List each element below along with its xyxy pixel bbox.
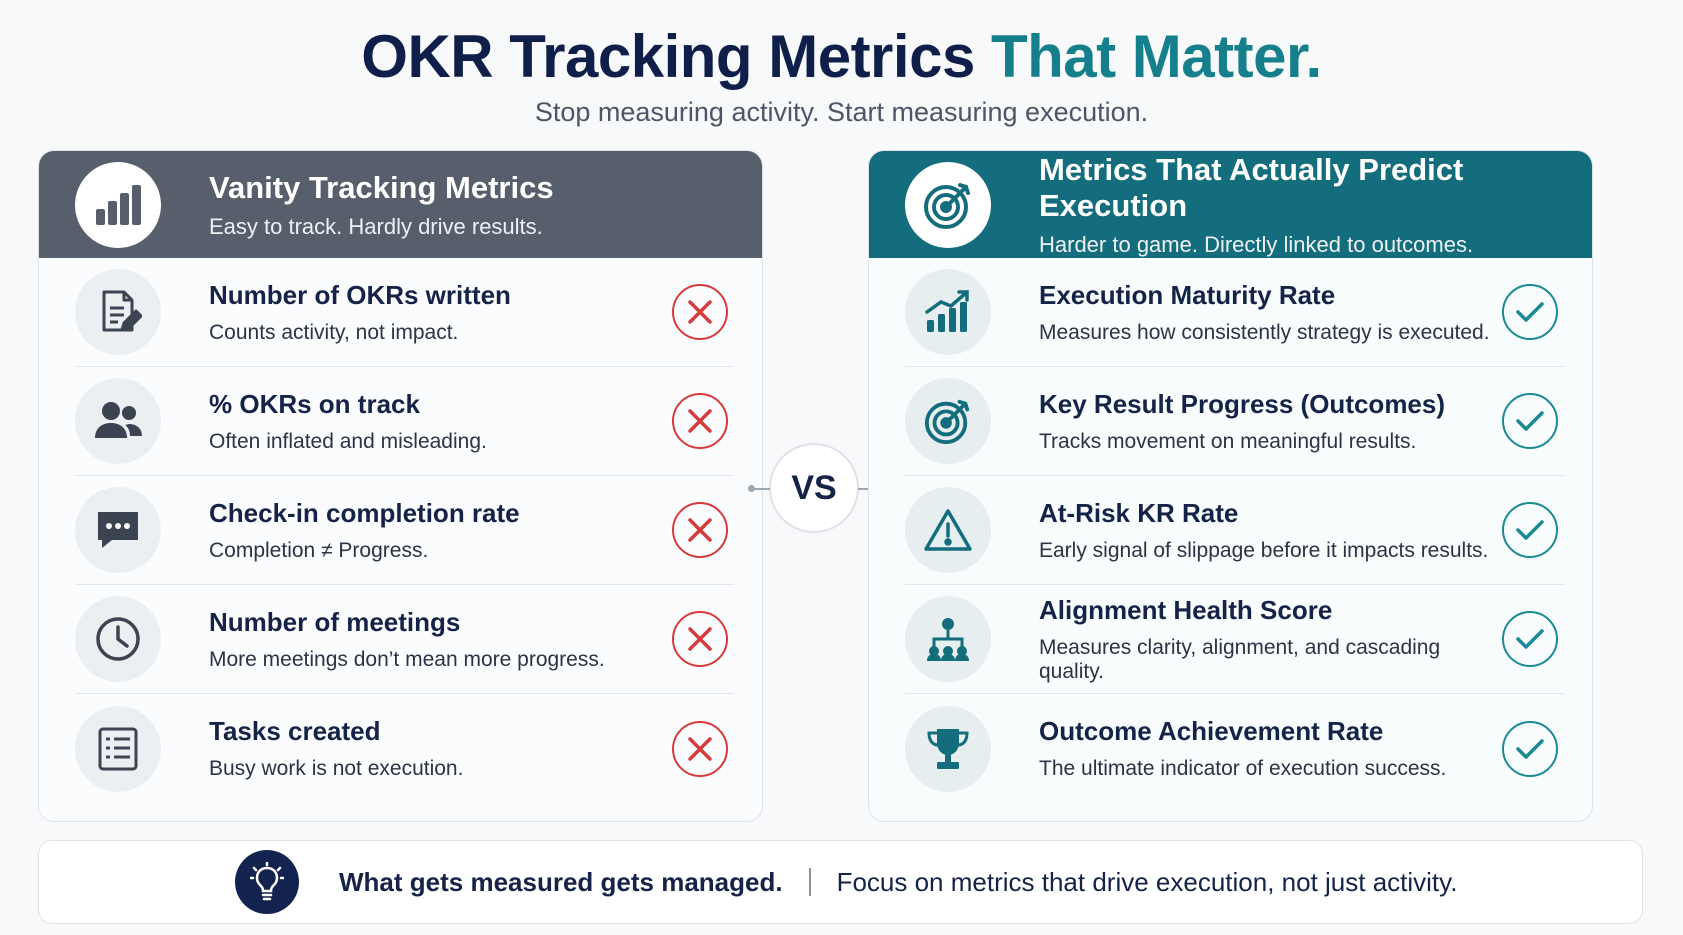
item-desc: Measures clarity, alignment, and cascadi… — [1039, 635, 1441, 683]
check-icon — [1502, 502, 1558, 558]
vanity-panel-header: Vanity Tracking Metrics Easy to track. H… — [39, 151, 762, 258]
vanity-metrics-panel: Vanity Tracking Metrics Easy to track. H… — [38, 150, 763, 822]
footer-separator — [808, 868, 811, 896]
vanity-item-checkin-rate: Check-in completion rate Completion ≠ Pr… — [75, 476, 734, 585]
title-main: OKR Tracking Metrics — [361, 23, 975, 90]
execution-item-maturity-rate: Execution Maturity Rate Measures how con… — [905, 258, 1564, 367]
target-icon — [905, 378, 991, 464]
growth-chart-icon — [905, 269, 991, 355]
execution-panel-subtitle: Harder to game. Directly linked to outco… — [1039, 231, 1474, 257]
title-accent: That Matter. — [990, 23, 1322, 90]
execution-metrics-panel: Metrics That Actually Predict Execution … — [868, 150, 1593, 822]
item-title: Number of OKRs written — [209, 279, 511, 310]
item-desc: Counts activity, not impact. — [209, 320, 459, 344]
bar-chart-icon — [75, 161, 161, 248]
execution-item-alignment-score: Alignment Health Score Measures clarity,… — [905, 585, 1564, 694]
item-title: Outcome Achievement Rate — [1039, 716, 1384, 746]
vanity-panel-subtitle: Easy to track. Hardly drive results. — [209, 213, 543, 239]
item-title: Tasks created — [209, 716, 381, 746]
item-title: Number of meetings — [209, 606, 461, 637]
trophy-icon — [905, 705, 991, 792]
execution-item-at-risk-rate: At-Risk KR Rate Early signal of slippage… — [905, 476, 1564, 585]
x-icon — [672, 502, 728, 558]
item-title: At-Risk KR Rate — [1039, 497, 1239, 528]
vs-badge: VS — [769, 443, 859, 533]
vs-divider: VS — [748, 440, 880, 536]
vs-dot-left — [748, 485, 755, 492]
execution-panel-header: Metrics That Actually Predict Execution … — [869, 151, 1592, 258]
execution-item-kr-progress: Key Result Progress (Outcomes) Tracks mo… — [905, 367, 1564, 476]
footer-sub-text: Focus on metrics that drive execution, n… — [836, 866, 1458, 897]
target-icon — [905, 161, 991, 248]
vanity-item-tasks-created: Tasks created Busy work is not execution… — [75, 694, 734, 803]
org-chart-icon — [905, 596, 991, 682]
item-desc: Tracks movement on meaningful results. — [1039, 429, 1417, 453]
vanity-item-okrs-written: Number of OKRs written Counts activity, … — [75, 258, 734, 367]
item-title: Alignment Health Score — [1039, 594, 1333, 625]
check-icon — [1502, 611, 1558, 667]
item-desc: Busy work is not execution. — [209, 757, 464, 780]
footer-main-text: What gets measured gets managed. — [339, 866, 783, 897]
footer-banner: What gets measured gets managed. Focus o… — [38, 840, 1643, 924]
page-subtitle: Stop measuring activity. Start measuring… — [534, 97, 1149, 127]
checklist-icon — [75, 705, 161, 792]
execution-panel-title: Metrics That Actually Predict Execution — [1039, 151, 1464, 223]
x-icon — [672, 393, 728, 449]
item-desc: The ultimate indicator of execution succ… — [1039, 757, 1447, 780]
vs-line-left — [748, 488, 770, 490]
item-title: % OKRs on track — [209, 388, 420, 419]
item-desc: Early signal of slippage before it impac… — [1039, 538, 1489, 562]
page-title: OKR Tracking Metrics That Matter. — [0, 22, 1683, 91]
item-title: Check-in completion rate — [209, 497, 520, 528]
lightbulb-icon — [235, 850, 299, 914]
item-desc: More meetings don’t mean more progress. — [209, 647, 605, 671]
vanity-item-meetings: Number of meetings More meetings don’t m… — [75, 585, 734, 694]
item-title: Key Result Progress (Outcomes) — [1039, 388, 1446, 419]
check-icon — [1502, 393, 1558, 449]
execution-item-outcome-rate: Outcome Achievement Rate The ultimate in… — [905, 694, 1564, 803]
check-icon — [1502, 284, 1558, 340]
x-icon — [672, 284, 728, 340]
clock-icon — [75, 596, 161, 682]
x-icon — [672, 611, 728, 667]
warning-icon — [905, 487, 991, 573]
item-title: Execution Maturity Rate — [1039, 279, 1336, 310]
check-icon — [1502, 720, 1558, 777]
item-desc: Completion ≠ Progress. — [209, 538, 429, 562]
document-edit-icon — [75, 269, 161, 355]
x-icon — [672, 720, 728, 777]
item-desc: Often inflated and misleading. — [209, 429, 487, 453]
vanity-item-okrs-on-track: % OKRs on track Often inflated and misle… — [75, 367, 734, 476]
users-icon — [75, 378, 161, 464]
chat-bubble-icon — [75, 487, 161, 573]
item-desc: Measures how consistently strategy is ex… — [1039, 320, 1490, 344]
vanity-panel-title: Vanity Tracking Metrics — [209, 169, 554, 205]
